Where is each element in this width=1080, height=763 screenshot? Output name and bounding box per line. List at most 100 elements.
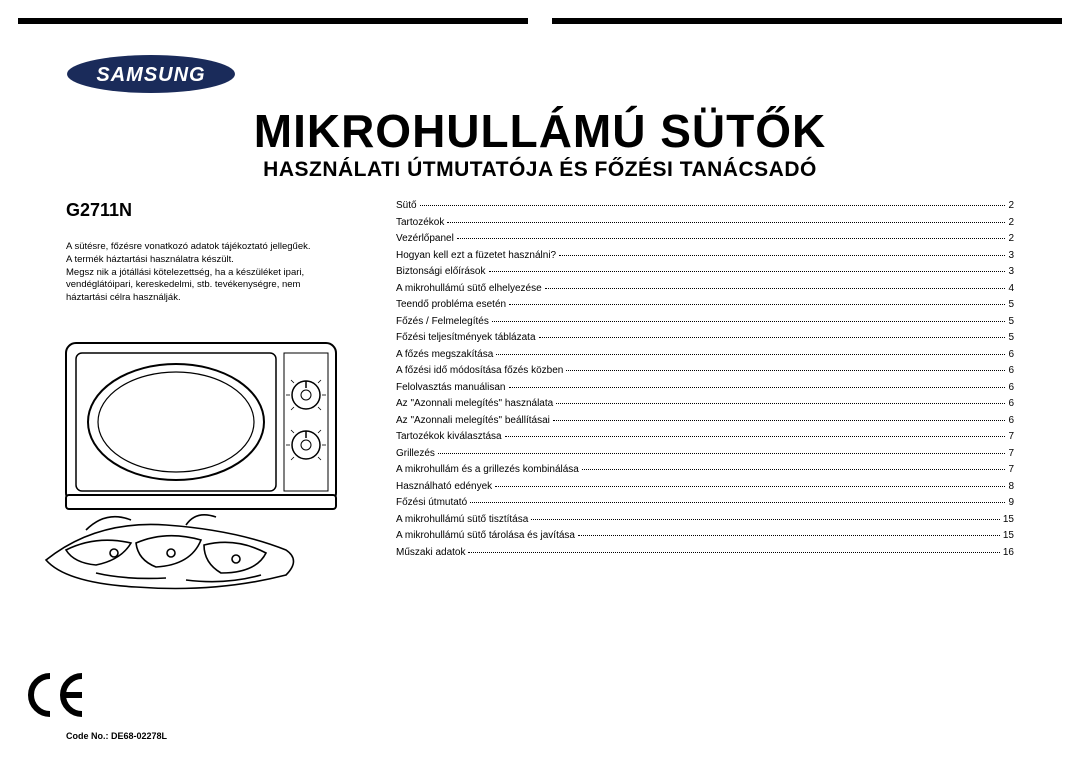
toc-label: A főzési idő módosítása főzés közben [396,365,563,376]
toc-row: A mikrohullámú sütő elhelyezése 4 [396,283,1014,294]
toc-row: Biztonsági előírások3 [396,266,1014,277]
brand-logo: SAMSUNG [66,54,1062,94]
disclaimer-line: háztartási célra használják. [66,292,386,305]
disclaimer-line: vendéglátóipari, kereskedelmi, stb. tevé… [66,279,386,292]
toc-page: 15 [1003,530,1014,541]
toc-row: Az "Azonnali melegítés" beállításai 6 [396,415,1014,426]
disclaimer-line: A sütésre, főzésre vonatkozó adatok tájé… [66,241,386,254]
toc-label: Tartozékok kiválasztása [396,431,502,442]
toc-row: Főzési útmutató 9 [396,497,1014,508]
toc-row: A mikrohullám és a grillezés kombinálása… [396,464,1014,475]
toc-label: Az "Azonnali melegítés" használata [396,398,553,409]
toc-page: 6 [1008,382,1014,393]
toc-dots [582,469,1006,470]
toc-dots [509,387,1006,388]
toc-dots [566,370,1005,371]
toc-page: 2 [1008,217,1014,228]
toc-row: A főzés megszakítása6 [396,349,1014,360]
toc-page: 8 [1008,481,1014,492]
disclaimer-text: A sütésre, főzésre vonatkozó adatok tájé… [66,241,386,305]
toc-page: 7 [1008,431,1014,442]
toc-label: A mikrohullámú sütő elhelyezése [396,283,542,294]
product-illustration [36,325,386,600]
toc-row: A főzési idő módosítása főzés közben 6 [396,365,1014,376]
header-bar-right [552,18,1062,24]
toc-row: Főzési teljesítmények táblázata 5 [396,332,1014,343]
table-of-contents: Sütő 2 Tartozékok 2 Vezérlőpanel 2 Hogyan kell… [386,200,1014,600]
toc-page: 5 [1008,316,1014,327]
toc-dots [509,304,1005,305]
toc-page: 2 [1008,233,1014,244]
toc-page: 9 [1008,497,1014,508]
code-number: Code No.: DE68-02278L [66,731,167,741]
ce-mark [26,672,90,723]
toc-label: Felolvasztás manuálisan [396,382,506,393]
toc-label: A mikrohullám és a grillezés kombinálása [396,464,579,475]
toc-row: Használható edények 8 [396,481,1014,492]
page-subtitle: HASZNÁLATI ÚTMUTATÓJA ÉS FŐZÉSI TANÁCSAD… [18,158,1062,182]
content-columns: G2711N A sütésre, főzésre vonatkozó adat… [18,200,1062,600]
disclaimer-line: A termék háztartási használatra készült. [66,254,386,267]
toc-row: Tartozékok kiválasztása 7 [396,431,1014,442]
toc-label: Az "Azonnali melegítés" beállításai [396,415,550,426]
toc-page: 6 [1008,349,1014,360]
toc-page: 16 [1003,547,1014,558]
toc-dots [470,502,1005,503]
toc-page: 7 [1008,464,1014,475]
toc-page: 15 [1003,514,1014,525]
toc-label: Teendő probléma esetén [396,299,506,310]
disclaimer-line: Megsz nik a jótállási kötelezettség, ha … [66,267,386,280]
toc-dots [531,519,1000,520]
toc-row: Főzés / Felmelegítés 5 [396,316,1014,327]
toc-row: Sütő 2 [396,200,1014,211]
toc-row: Grillezés 7 [396,448,1014,459]
toc-dots [438,453,1006,454]
toc-page: 7 [1008,448,1014,459]
toc-label: Főzés / Felmelegítés [396,316,489,327]
toc-row: Hogyan kell ezt a füzetet használni? 3 [396,250,1014,261]
toc-dots [447,222,1005,223]
toc-dots [496,354,1005,355]
toc-row: Teendő probléma esetén 5 [396,299,1014,310]
microwave-illustration-icon [36,325,346,595]
ce-mark-icon [26,672,90,718]
toc-label: Főzési teljesítmények táblázata [396,332,536,343]
toc-row: A mikrohullámú sütő tárolása és javítása… [396,530,1014,541]
toc-row: Felolvasztás manuálisan 6 [396,382,1014,393]
toc-page: 6 [1008,415,1014,426]
toc-dots [556,403,1005,404]
toc-label: Műszaki adatok [396,547,465,558]
toc-page: 6 [1008,365,1014,376]
toc-label: Grillezés [396,448,435,459]
toc-dots [420,205,1006,206]
toc-dots [489,271,1006,272]
toc-label: Hogyan kell ezt a füzetet használni? [396,250,556,261]
toc-label: Vezérlőpanel [396,233,454,244]
toc-page: 6 [1008,398,1014,409]
toc-row: A mikrohullámú sütő tisztítása 15 [396,514,1014,525]
toc-dots [545,288,1006,289]
toc-label: Használható edények [396,481,492,492]
toc-page: 3 [1008,266,1014,277]
header-divider [18,18,1062,24]
toc-page: 4 [1008,283,1014,294]
toc-label: Főzési útmutató [396,497,467,508]
toc-label: Sütő [396,200,417,211]
left-column: G2711N A sütésre, főzésre vonatkozó adat… [66,200,386,600]
toc-page: 5 [1008,299,1014,310]
samsung-logo-icon: SAMSUNG [66,54,236,94]
model-number: G2711N [66,200,386,221]
toc-dots [539,337,1006,338]
toc-page: 2 [1008,200,1014,211]
toc-page: 5 [1008,332,1014,343]
toc-label: Tartozékok [396,217,444,228]
toc-page: 3 [1008,250,1014,261]
toc-label: A mikrohullámú sütő tárolása és javítása [396,530,575,541]
toc-dots [492,321,1006,322]
toc-dots [495,486,1005,487]
toc-row: Tartozékok 2 [396,217,1014,228]
toc-row: Vezérlőpanel 2 [396,233,1014,244]
toc-row: Az "Azonnali melegítés" használata 6 [396,398,1014,409]
toc-dots [457,238,1006,239]
toc-label: A mikrohullámú sütő tisztítása [396,514,528,525]
